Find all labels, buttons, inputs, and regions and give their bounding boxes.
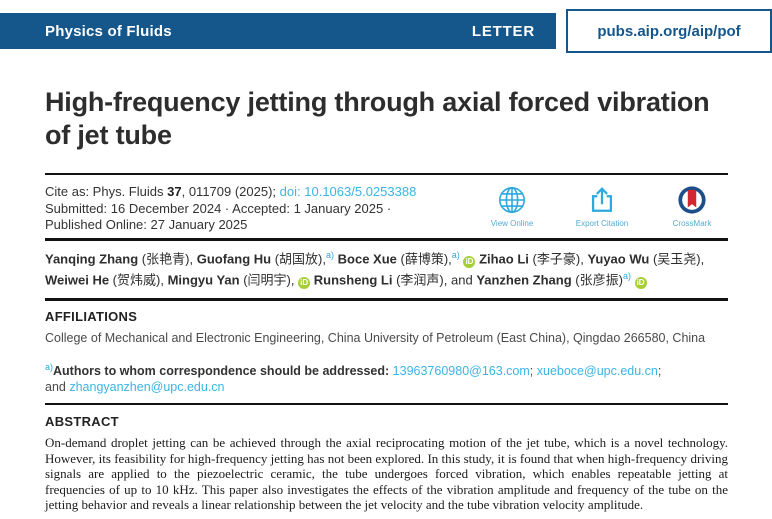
journal-url[interactable]: pubs.aip.org/aip/pof xyxy=(597,22,741,40)
correspondence-email-3[interactable]: zhangyanzhen@upc.edu.cn xyxy=(69,380,225,395)
masthead: Physics of Fluids LETTER pubs.aip.org/ai… xyxy=(0,0,772,56)
abstract-heading: ABSTRACT xyxy=(45,414,119,430)
author-name: Yanqing Zhang xyxy=(45,250,139,266)
license-doi-link[interactable]: https://doi.org/10.1063/5.0253388 xyxy=(342,517,520,519)
and-label: and xyxy=(45,380,66,395)
license-text: Published under an exclusive license by … xyxy=(45,517,338,519)
globe-icon xyxy=(499,187,525,213)
journal-banner: Physics of Fluids LETTER xyxy=(0,13,556,49)
article-title: High-frequency jetting through axial for… xyxy=(45,87,710,150)
abstract-paragraph: On-demand droplet jetting can be achieve… xyxy=(45,435,728,512)
author-name: Boce Xue xyxy=(337,250,397,266)
author-name: Yuyao Wu xyxy=(587,250,650,266)
citation-block: Cite as: Phys. Fluids 37, 011709 (2025);… xyxy=(45,184,416,234)
footnote-marker: a) xyxy=(451,249,460,260)
crossmark-button[interactable]: CrossMark xyxy=(658,185,726,228)
view-online-button[interactable]: View Online xyxy=(478,185,546,228)
crossmark-icon xyxy=(678,186,706,214)
divider xyxy=(45,173,728,175)
author-name: Runsheng Li xyxy=(313,272,393,288)
submitted-line: Submitted: 16 December 2024 · Accepted: … xyxy=(45,200,392,216)
export-citation-button[interactable]: Export Citation xyxy=(568,185,636,228)
author-name: Mingyu Yan xyxy=(167,272,240,288)
footnote-marker: a) xyxy=(45,362,54,373)
article-front-matter: High-frequency jetting through axial for… xyxy=(45,0,728,519)
article-type-badge: LETTER xyxy=(471,22,535,40)
volume-number: 37 xyxy=(167,184,182,199)
author-name: Yanzhen Zhang xyxy=(476,272,572,288)
export-icon xyxy=(591,187,613,212)
affiliations-heading: AFFILIATIONS xyxy=(45,309,138,325)
author-list: Yanqing Zhang (张艳青), Guofang Hu (胡国放),a)… xyxy=(45,249,705,290)
author-name: Guofang Hu xyxy=(196,250,272,266)
orcid-icon[interactable]: iD xyxy=(634,277,647,290)
crossmark-label: CrossMark xyxy=(672,219,712,228)
author-name: Zihao Li xyxy=(479,250,529,266)
affiliation-line: College of Mechanical and Electronic Eng… xyxy=(45,331,706,346)
export-citation-label: Export Citation xyxy=(575,219,629,228)
divider xyxy=(45,298,728,302)
author-name: Weiwei He xyxy=(45,272,110,288)
citation-row: Cite as: Phys. Fluids 37, 011709 (2025);… xyxy=(45,184,728,234)
view-online-label: View Online xyxy=(490,219,534,228)
doi-link[interactable]: doi: 10.1063/5.0253388 xyxy=(279,184,417,199)
orcid-icon[interactable]: iD xyxy=(463,255,476,268)
correspondence-email-1[interactable]: 13963760980@163.com xyxy=(392,364,530,379)
license-line: Published under an exclusive license by … xyxy=(45,517,728,519)
separator: ; xyxy=(657,364,662,379)
correspondence-label: Authors to whom correspondence should be… xyxy=(53,364,390,379)
correspondence-email-2[interactable]: xueboce@upc.edu.cn xyxy=(536,364,658,379)
published-online-line: Published Online: 27 January 2025 xyxy=(45,217,248,232)
journal-url-box[interactable]: pubs.aip.org/aip/pof xyxy=(566,9,772,53)
divider xyxy=(45,403,728,406)
divider xyxy=(45,237,728,241)
footnote-marker: a) xyxy=(622,270,631,281)
article-actions: View Online Export Citation xyxy=(478,185,728,228)
journal-name: Physics of Fluids xyxy=(45,22,172,40)
footnote-marker: a) xyxy=(326,249,335,260)
orcid-icon[interactable]: iD xyxy=(298,277,311,290)
correspondence-note: a)Authors to whom correspondence should … xyxy=(45,359,728,395)
cite-prefix: Cite as: Phys. Fluids xyxy=(45,184,164,199)
cite-suffix: , 011709 (2025); xyxy=(181,184,277,199)
separator: ; xyxy=(529,364,534,379)
cite-as-line: Cite as: Phys. Fluids 37, 011709 (2025);… xyxy=(45,184,416,201)
